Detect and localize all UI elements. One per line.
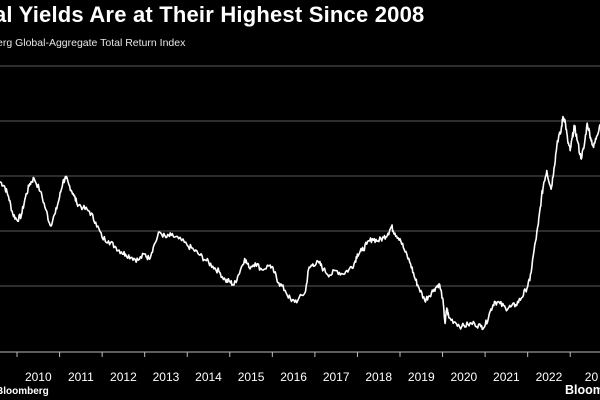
x-tick-label: 2014 bbox=[195, 370, 222, 384]
x-tick-label: 2011 bbox=[68, 370, 94, 384]
x-tick-label: 2020 bbox=[450, 370, 477, 384]
x-tick-label: 2013 bbox=[153, 370, 180, 384]
x-tick-label: 2016 bbox=[280, 370, 307, 384]
x-tick-label: 2021 bbox=[493, 370, 520, 384]
bloomberg-logo-text: Bloom bbox=[565, 383, 600, 397]
x-tick-label: 2018 bbox=[365, 370, 392, 384]
source-label: Bloomberg bbox=[0, 386, 49, 397]
x-tick-label: 2010 bbox=[25, 370, 52, 384]
x-tick-label: 20 bbox=[585, 370, 599, 384]
x-tick-label: 2012 bbox=[110, 370, 137, 384]
x-tick-label: 2022 bbox=[536, 370, 563, 384]
series-line bbox=[0, 115, 600, 331]
x-tick-label: 2017 bbox=[323, 370, 350, 384]
chart-subtitle: erg Global-Aggregate Total Return Index bbox=[0, 37, 186, 49]
chart-title: al Yields Are at Their Highest Since 200… bbox=[0, 2, 425, 27]
x-tick-label: 2015 bbox=[238, 370, 265, 384]
x-tick-label: 2019 bbox=[408, 370, 435, 384]
